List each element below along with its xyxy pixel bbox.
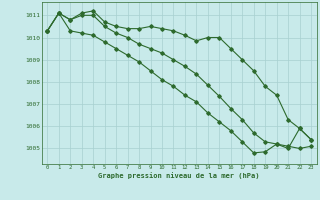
X-axis label: Graphe pression niveau de la mer (hPa): Graphe pression niveau de la mer (hPa) <box>99 172 260 179</box>
